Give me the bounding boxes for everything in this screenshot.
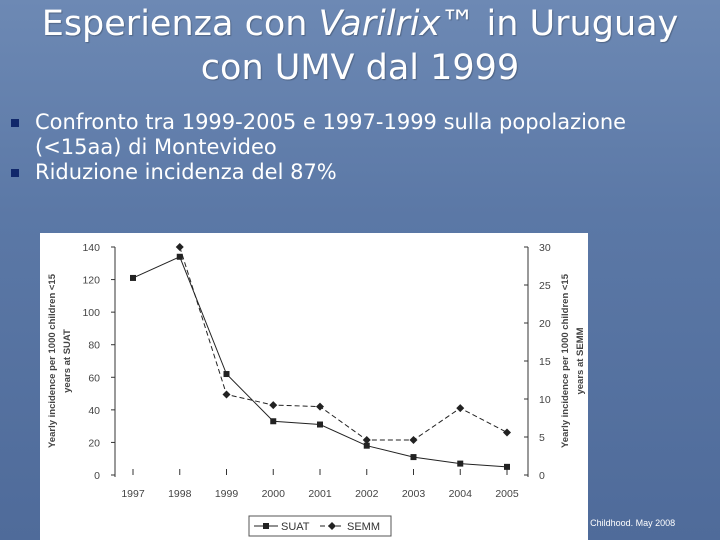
x-tick-label: 1998 — [168, 488, 192, 500]
x-tick-label: 2002 — [355, 488, 379, 500]
suat-point-marker — [176, 253, 183, 260]
slide-title-line2: con UMV dal 1999 — [200, 48, 520, 88]
slide-title: Esperienza con Varilrix™ in Uruguay con … — [0, 2, 720, 90]
title-brand-italic: Varilrix — [318, 4, 441, 44]
bullet-list: Confronto tra 1999-2005 e 1997-1999 sull… — [8, 110, 708, 185]
left-tick-label: 60 — [88, 372, 100, 384]
suat-point-marker — [317, 421, 323, 428]
right-tick-label: 15 — [539, 356, 551, 368]
semm-point-marker — [175, 243, 184, 251]
semm-point-marker — [456, 404, 465, 413]
square-bullet-icon — [11, 119, 19, 127]
right-axis-title-line2: years at SEMM — [575, 327, 586, 394]
right-tick-label: 30 — [539, 242, 551, 254]
right-axis-title-line1: Yearly incidence per 1000 children <15 — [560, 273, 571, 448]
x-tick-label: 2000 — [262, 488, 286, 500]
semm-point-marker — [222, 390, 231, 399]
right-tick-label: 5 — [539, 432, 545, 444]
semm-point-marker — [316, 402, 324, 411]
suat-point-marker — [223, 371, 230, 378]
left-tick-label: 20 — [88, 437, 100, 449]
left-axis-title-line1: Yearly incidence per 1000 children <15 — [47, 273, 58, 448]
left-tick-label: 140 — [82, 242, 100, 254]
bullet-item: Riduzione incidenza del 87% — [8, 160, 708, 185]
title-text-post: ™ in Uruguay — [440, 4, 679, 44]
slide-title-line1: Esperienza con Varilrix™ in Uruguay — [0, 2, 720, 46]
x-tick-label: 2003 — [402, 488, 426, 500]
right-tick-label: 25 — [539, 280, 551, 292]
bullet-text-continued: (<15aa) di Montevideo — [35, 135, 277, 159]
suat-point-marker — [363, 442, 370, 449]
semm-point-marker — [503, 428, 511, 437]
legend-semm-label: SEMM — [347, 521, 380, 533]
left-tick-label: 40 — [88, 405, 100, 417]
suat-point-marker — [270, 418, 277, 425]
semm-point-marker — [409, 436, 418, 445]
bullet-text: Confronto tra 1999-2005 e 1997-1999 sull… — [35, 110, 627, 134]
left-tick-label: 80 — [88, 340, 100, 352]
bullet-text: Riduzione incidenza del 87% — [35, 160, 337, 184]
square-bullet-icon — [11, 169, 19, 177]
x-tick-label: 1999 — [215, 488, 239, 500]
suat-point-marker — [457, 460, 464, 467]
semm-point-marker — [269, 401, 278, 410]
x-tick-label: 2001 — [308, 488, 332, 500]
citation: ¹Quian et al Archives of Disease in Chil… — [450, 518, 676, 528]
left-tick-label: 0 — [94, 470, 100, 482]
suat-point-marker — [410, 454, 417, 461]
left-axis-title-line2: years at SUAT — [62, 329, 73, 393]
right-tick-label: 20 — [539, 318, 551, 330]
right-tick-label: 0 — [539, 470, 545, 482]
x-tick-label: 1997 — [121, 488, 145, 500]
title-text-pre: Esperienza con — [41, 4, 319, 44]
line-chart: 0 20 40 60 80 100 120 140 0 5 10 15 20 25 30 1997 1998 19… — [47, 242, 586, 537]
suat-point-marker — [504, 463, 510, 470]
legend-semm-marker — [328, 522, 336, 530]
semm-point-marker — [362, 436, 371, 445]
legend-suat-marker — [263, 523, 269, 529]
left-tick-label: 120 — [82, 275, 100, 287]
semm-series-line — [179, 246, 508, 441]
suat-point-marker — [130, 274, 136, 281]
x-tick-label: 2004 — [449, 488, 473, 500]
legend-suat-label: SUAT — [281, 521, 310, 533]
left-tick-label: 100 — [82, 307, 100, 319]
bullet-item: Confronto tra 1999-2005 e 1997-1999 sull… — [8, 110, 708, 160]
chart-container: 0 20 40 60 80 100 120 140 0 5 10 15 20 25 30 1997 1998 19… — [40, 233, 588, 540]
x-tick-label: 2005 — [495, 488, 519, 500]
suat-series-line — [132, 256, 508, 468]
right-tick-label: 10 — [539, 394, 551, 406]
